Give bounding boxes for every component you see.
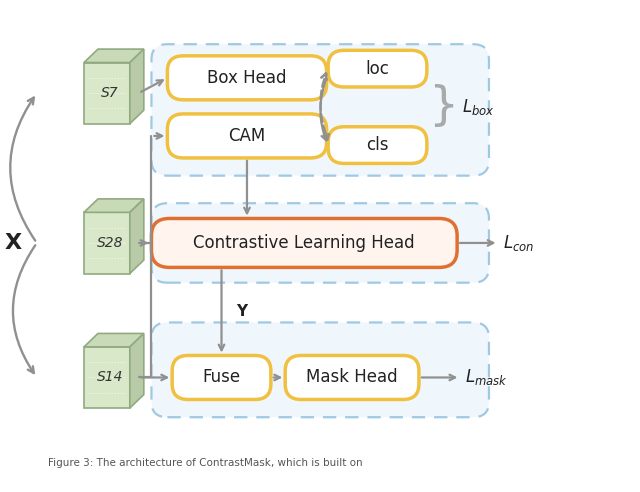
Text: S14: S14 xyxy=(97,370,124,384)
Polygon shape xyxy=(84,213,130,274)
Text: Box Head: Box Head xyxy=(207,69,287,87)
Text: loc: loc xyxy=(365,60,390,78)
Text: $L_{con}$: $L_{con}$ xyxy=(503,233,534,253)
FancyBboxPatch shape xyxy=(152,218,457,268)
Polygon shape xyxy=(130,199,144,274)
Text: $L_{mask}$: $L_{mask}$ xyxy=(465,368,508,388)
Text: $\mathbf{Y}$: $\mathbf{Y}$ xyxy=(236,304,249,319)
FancyBboxPatch shape xyxy=(152,44,489,176)
Polygon shape xyxy=(130,334,144,408)
FancyBboxPatch shape xyxy=(168,56,326,100)
Text: S28: S28 xyxy=(97,236,124,250)
Text: CAM: CAM xyxy=(228,127,266,145)
FancyBboxPatch shape xyxy=(328,127,427,163)
Polygon shape xyxy=(84,347,130,408)
FancyBboxPatch shape xyxy=(172,355,271,400)
Polygon shape xyxy=(84,199,144,213)
FancyBboxPatch shape xyxy=(152,203,489,283)
Polygon shape xyxy=(84,49,144,62)
FancyBboxPatch shape xyxy=(152,322,489,417)
Text: $L_{box}$: $L_{box}$ xyxy=(461,97,494,117)
Text: S7: S7 xyxy=(101,86,119,100)
Text: Figure 3: The architecture of ContrastMask, which is built on: Figure 3: The architecture of ContrastMa… xyxy=(48,458,363,468)
Text: Mask Head: Mask Head xyxy=(306,369,398,387)
Polygon shape xyxy=(84,334,144,347)
FancyBboxPatch shape xyxy=(328,50,427,87)
Text: $\mathbf{X}$: $\mathbf{X}$ xyxy=(4,233,22,253)
Text: }: } xyxy=(428,84,459,129)
Polygon shape xyxy=(130,49,144,123)
Polygon shape xyxy=(84,62,130,123)
Text: Contrastive Learning Head: Contrastive Learning Head xyxy=(193,234,415,252)
Text: cls: cls xyxy=(366,136,388,154)
FancyBboxPatch shape xyxy=(168,114,326,158)
FancyBboxPatch shape xyxy=(285,355,419,400)
Text: Fuse: Fuse xyxy=(202,369,241,387)
